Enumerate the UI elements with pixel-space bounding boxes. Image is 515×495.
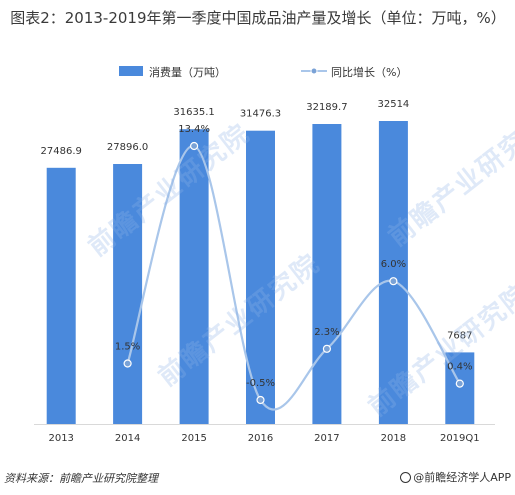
source-note: 资料来源：前瞻产业研究院整理 [4, 472, 158, 485]
bar-value-label: 27486.9 [41, 146, 82, 157]
growth-value-label: 2.3% [314, 327, 339, 338]
bar-value-label: 32514 [377, 99, 409, 110]
legend-line-label: 同比增长（%） [331, 66, 408, 79]
bar-2017 [312, 124, 342, 424]
brand-credit: @前瞻经济学人APP [400, 469, 511, 485]
bar-value-label: 31476.3 [240, 109, 281, 120]
growth-value-label: 6.0% [381, 259, 406, 270]
x-tick-label: 2019Q1 [440, 433, 480, 444]
x-tick-label: 2013 [48, 433, 73, 444]
bar-value-label: 32189.7 [306, 102, 347, 113]
growth-point-2016 [256, 395, 265, 405]
growth-value-label: -0.5% [246, 378, 275, 389]
chart-title: 图表2：2013-2019年第一季度中国成品油产量及增长（单位：万吨，%） [10, 9, 506, 27]
x-tick-label: 2018 [381, 433, 406, 444]
brand-logo-icon [400, 472, 412, 483]
growth-point-2018 [389, 277, 398, 286]
bar-2013 [46, 167, 76, 425]
growth-value-label: 1.5% [115, 342, 140, 353]
growth-value-label: 13.4% [178, 124, 210, 135]
growth-point-2015 [190, 141, 199, 151]
legend-bar-swatch [119, 66, 143, 76]
bar-value-label: 31635.1 [173, 107, 214, 118]
bar-value-label: 7687 [447, 330, 472, 341]
x-tick-label: 2017 [314, 433, 339, 444]
bar-value-label: 27896.0 [107, 142, 148, 153]
brand-text: @前瞻经济学人APP [413, 471, 511, 484]
legend-bar-label: 消费量（万吨） [149, 66, 226, 79]
growth-point-2019Q1 [455, 379, 464, 388]
growth-value-label: 0.4% [447, 362, 472, 373]
growth-point-2017 [322, 344, 331, 353]
legend-line-swatch [301, 67, 327, 75]
growth-point-2014 [123, 359, 132, 368]
bar-2015 [179, 129, 209, 424]
x-tick-label: 2015 [181, 433, 206, 444]
bar-2018 [378, 121, 408, 424]
x-tick-label: 2016 [248, 433, 273, 444]
legend: 消费量（万吨） 同比增长（%） [0, 62, 515, 82]
x-tick-label: 2014 [115, 433, 140, 444]
bar-2014 [113, 164, 143, 424]
